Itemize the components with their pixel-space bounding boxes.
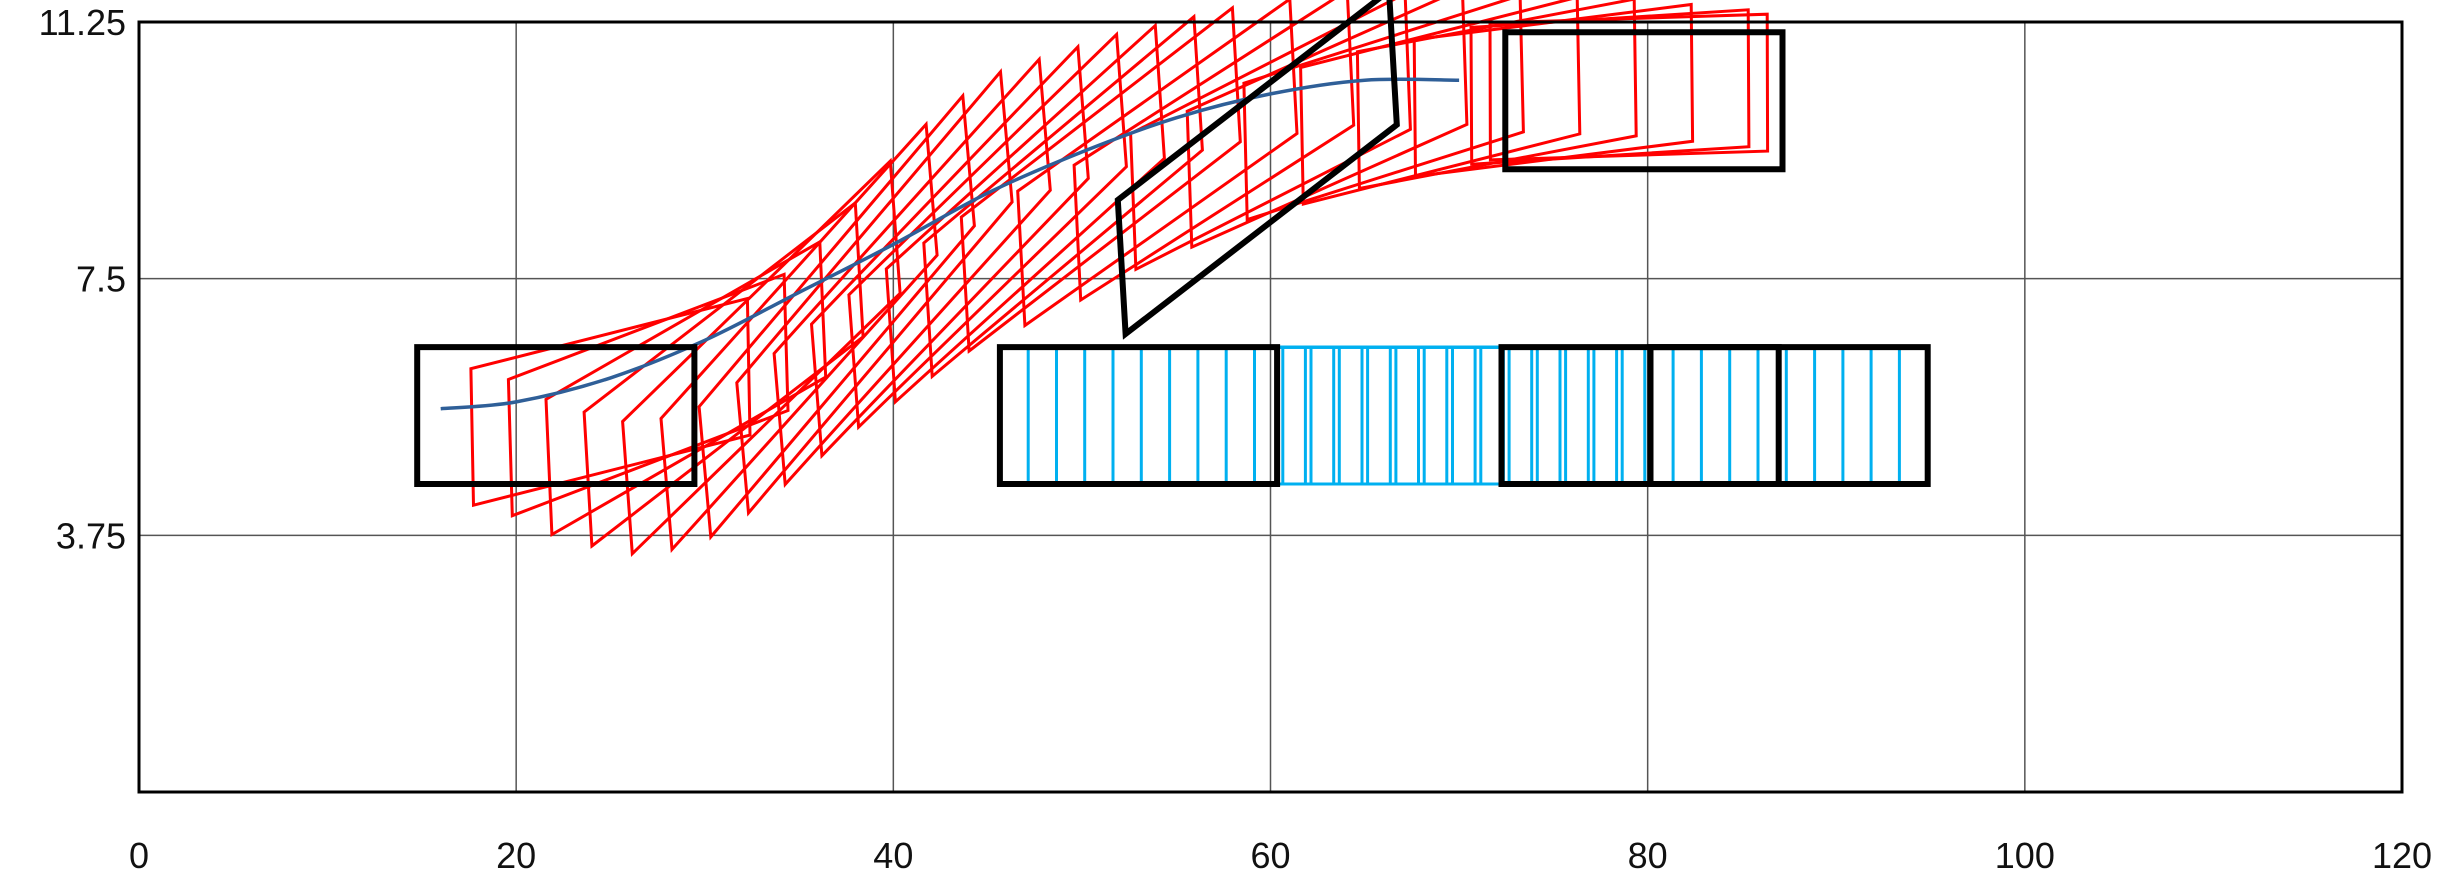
- straight-vehicle-rects: [998, 345, 1930, 486]
- x-tick-label: 40: [873, 835, 913, 876]
- snapshot-outline-rect: [1498, 344, 1782, 487]
- straight-vehicle-rect: [1535, 345, 1817, 486]
- trajectory: [440, 77, 1460, 411]
- lane-change-vehicle-rect: [735, 68, 1014, 517]
- straight-vehicle-rect: [1451, 345, 1732, 486]
- snapshot-outline-rect: [1647, 344, 1931, 487]
- straight-vehicle-rect: [1479, 345, 1760, 486]
- straight-vehicle-rect: [1592, 345, 1873, 486]
- lane-change-vehicle-rect: [1072, 0, 1356, 303]
- snapshot-outline-rect: [1502, 29, 1786, 173]
- x-tick-label: 60: [1250, 835, 1290, 876]
- y-axis-ticks: 3.75 7.5 11.25: [39, 2, 126, 556]
- lane-change-vehicle-rect: [1129, 0, 1412, 272]
- straight-vehicle-rect: [1394, 345, 1675, 486]
- lane-change-vehicle-rect: [884, 22, 1166, 405]
- lane-change-vehicle-rect: [1185, 0, 1469, 250]
- lane-change-vehicle-rect: [1355, 0, 1638, 191]
- straight-vehicle-rect: [1055, 345, 1336, 486]
- lane-change-vehicle-rects: [469, 0, 1770, 558]
- lane-change-vehicle-rect: [1469, 8, 1751, 166]
- y-tick-label: 11.25: [39, 2, 126, 43]
- lane-change-vehicle-rect: [659, 120, 939, 553]
- straight-vehicle-rect: [1620, 345, 1901, 486]
- x-axis-ticks: 0 20 40 60 80 100 120: [129, 835, 2432, 876]
- straight-vehicle-rect: [1337, 345, 1619, 486]
- x-tick-label: 100: [1995, 835, 2055, 876]
- lane-change-vehicle-rect: [1242, 0, 1525, 222]
- trajectory-line: [440, 77, 1460, 411]
- straight-vehicle-rect: [1649, 345, 1930, 486]
- lane-change-vehicle-rect: [847, 31, 1128, 431]
- lane-change-vehicle-rect: [1488, 12, 1770, 162]
- lane-change-vehicle-rect: [1299, 0, 1582, 207]
- y-tick-label: 7.5: [76, 259, 126, 300]
- x-tick-label: 20: [496, 835, 536, 876]
- straight-vehicle-rect: [1309, 345, 1590, 486]
- plot-frame: [137, 20, 2404, 794]
- straight-vehicle-rect: [1366, 345, 1647, 486]
- straight-vehicle-rect: [1168, 345, 1449, 486]
- lane-change-vehicle-rect: [809, 43, 1090, 460]
- snapshot-outline-rect: [414, 344, 698, 487]
- straight-vehicle-rect: [1422, 345, 1703, 486]
- lane-change-vehicle-rect: [1016, 0, 1299, 329]
- straight-vehicle-rect: [1564, 345, 1845, 486]
- lane-change-vehicle-rect: [621, 157, 902, 558]
- straight-vehicle-rect: [1224, 345, 1505, 486]
- lane-change-vehicle-rect: [697, 92, 976, 541]
- snapshot-outline-rect: [996, 344, 1281, 487]
- lane-change-vehicle-rect: [922, 13, 1204, 380]
- straight-vehicle-rect: [1111, 345, 1392, 486]
- x-tick-label: 0: [129, 835, 149, 876]
- straight-vehicle-rect: [1083, 345, 1364, 486]
- snapshot-outline-rect: [1114, 0, 1400, 340]
- straight-vehicle-rect: [1253, 345, 1534, 486]
- straight-vehicle-rect: [998, 345, 1279, 486]
- lane-change-vehicle-rect: [772, 55, 1052, 488]
- snapshot-outlines: [414, 0, 1931, 487]
- lane-change-vehicle-rect: [1412, 2, 1695, 179]
- straight-vehicle-rect: [1026, 345, 1307, 486]
- straight-vehicle-rect: [1196, 345, 1477, 486]
- lane-change-vehicle-rect: [959, 4, 1242, 354]
- straight-vehicle-rect: [1281, 345, 1562, 486]
- x-tick-label: 80: [1628, 835, 1668, 876]
- y-tick-label: 3.75: [56, 515, 126, 556]
- x-tick-label: 120: [2372, 835, 2432, 876]
